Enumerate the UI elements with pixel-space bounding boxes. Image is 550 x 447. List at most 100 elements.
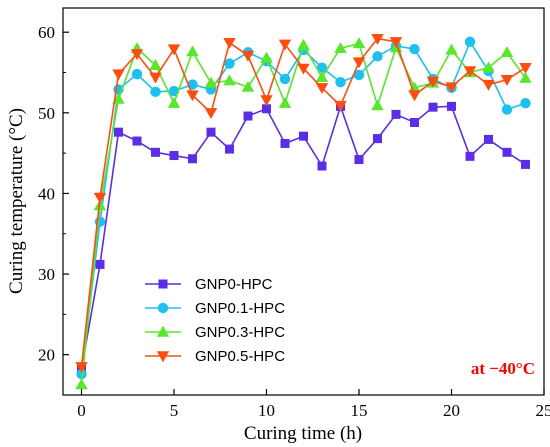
- data-point: [130, 49, 144, 61]
- data-point: [241, 80, 255, 92]
- data-point: [445, 82, 458, 94]
- data-point: [353, 69, 365, 81]
- legend-item: GNP0.1-HPC: [145, 300, 285, 317]
- y-tick-label: 30: [38, 265, 55, 284]
- data-point: [151, 147, 160, 157]
- data-point: [334, 100, 347, 112]
- data-point: [112, 92, 125, 104]
- series-GNP0.1-HPC: [76, 36, 531, 380]
- data-point: [409, 43, 420, 55]
- data-point: [335, 76, 346, 88]
- data-point: [500, 46, 514, 58]
- data-point: [315, 83, 329, 95]
- data-point: [224, 58, 235, 69]
- y-tick-label: 20: [38, 346, 55, 365]
- y-tick-label: 60: [38, 23, 55, 42]
- data-point: [354, 155, 364, 165]
- data-point: [297, 38, 310, 50]
- data-point: [502, 147, 512, 157]
- data-point: [389, 37, 403, 49]
- data-point: [112, 69, 125, 81]
- x-tick-label: 25: [536, 401, 550, 420]
- legend-marker: [157, 302, 169, 314]
- data-point: [204, 76, 218, 88]
- data-point: [428, 102, 438, 112]
- data-point: [482, 61, 495, 73]
- data-point: [149, 72, 162, 84]
- data-point: [186, 45, 199, 57]
- data-point: [334, 42, 347, 54]
- data-point: [519, 62, 532, 74]
- series-line: [80, 40, 526, 375]
- data-point: [464, 36, 476, 48]
- series-line: [80, 42, 527, 385]
- data-point: [484, 134, 493, 144]
- data-point: [131, 68, 143, 80]
- data-point: [95, 259, 105, 269]
- legend-label: GNP0.5-HPC: [195, 348, 285, 365]
- x-tick-label: 20: [443, 401, 460, 420]
- data-point: [408, 90, 421, 102]
- data-point: [352, 37, 366, 49]
- y-axis: 20 30 40 50 60: [38, 23, 69, 396]
- data-point: [445, 43, 458, 55]
- data-point: [317, 161, 327, 171]
- data-point: [299, 131, 308, 141]
- x-tick-label: 0: [77, 401, 86, 420]
- data-point: [260, 51, 273, 63]
- data-point: [149, 59, 162, 70]
- data-point: [225, 144, 234, 154]
- data-point: [206, 127, 216, 137]
- legend-label: GNP0.3-HPC: [195, 324, 285, 341]
- data-point: [391, 109, 401, 119]
- legend-item: GNP0.5-HPC: [145, 348, 285, 365]
- data-point: [315, 71, 329, 83]
- data-point: [521, 159, 530, 169]
- data-point: [167, 44, 181, 56]
- data-point: [260, 95, 273, 107]
- series-line: [80, 37, 526, 367]
- series-layer: [75, 33, 532, 390]
- x-tick-label: 15: [351, 401, 368, 420]
- x-axis-title: Curing time (h): [244, 423, 362, 444]
- plot-area-frame: [62, 7, 545, 396]
- data-point: [167, 96, 181, 108]
- condition-annotation: at −40°C: [471, 359, 535, 378]
- data-point: [408, 81, 421, 93]
- data-point: [114, 127, 123, 137]
- data-point: [447, 101, 456, 111]
- data-point: [501, 104, 513, 115]
- data-point: [186, 90, 199, 102]
- legend-marker: [158, 279, 168, 289]
- data-point: [463, 66, 477, 78]
- data-point: [373, 134, 382, 144]
- series-GNP0.5-HPC: [75, 33, 532, 373]
- y-tick-label: 40: [38, 184, 55, 203]
- series-GNP0-HPC: [77, 101, 530, 374]
- series-line: [80, 103, 526, 370]
- legend-item: GNP0.3-HPC: [145, 324, 285, 341]
- data-point: [243, 111, 253, 121]
- data-point: [371, 33, 384, 45]
- y-axis-title: Curing temperature (°C): [6, 108, 27, 294]
- data-point: [204, 108, 218, 120]
- data-point: [352, 57, 366, 69]
- data-point: [223, 37, 236, 49]
- data-point: [500, 75, 514, 86]
- data-point: [188, 154, 197, 164]
- data-point: [75, 378, 88, 390]
- data-point: [371, 99, 384, 111]
- data-point: [169, 151, 179, 161]
- data-point: [279, 73, 291, 85]
- legend-label: GNP0.1-HPC: [195, 300, 285, 317]
- data-point: [410, 117, 419, 127]
- data-point: [132, 136, 142, 146]
- legend-item: GNP0-HPC: [145, 276, 273, 293]
- legend: GNP0-HPC GNP0.1-HPC GNP0.3-HPC GNP0.5-HPC: [145, 276, 285, 365]
- data-point: [278, 96, 292, 108]
- data-point: [520, 97, 531, 109]
- legend-marker: [156, 325, 170, 337]
- data-point: [75, 362, 88, 373]
